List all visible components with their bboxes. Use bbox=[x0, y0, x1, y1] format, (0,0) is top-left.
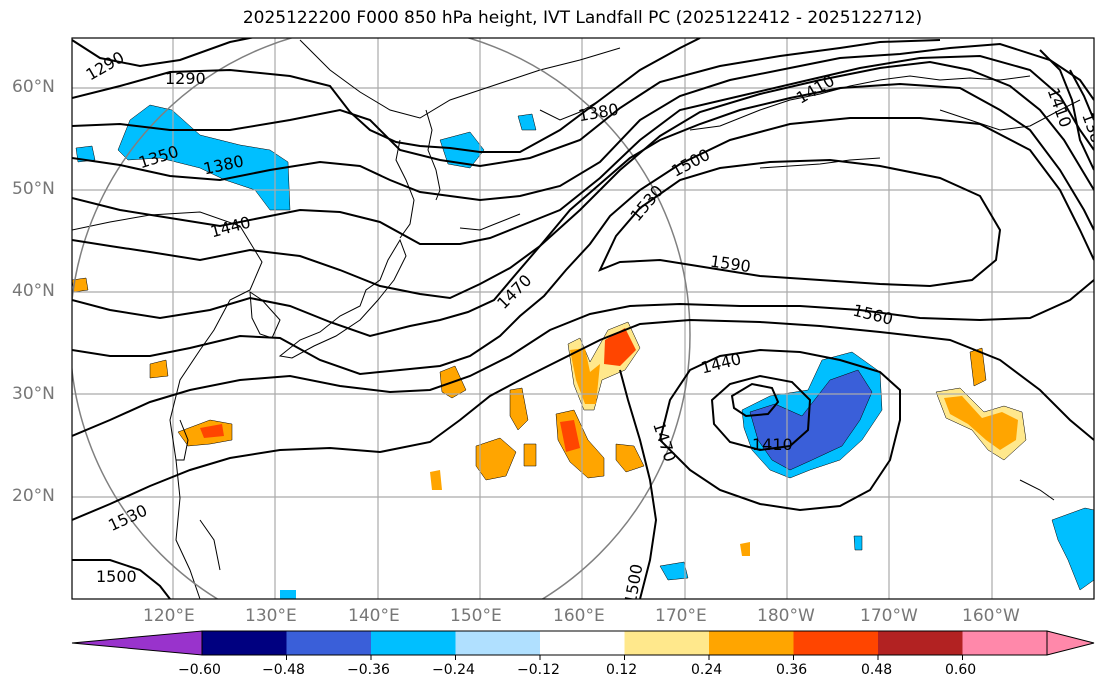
lat-label-20n: 20°N bbox=[12, 486, 55, 506]
ivt-positive-shading bbox=[72, 277, 1027, 556]
colorbar-tick: −0.36 bbox=[347, 662, 390, 678]
colorbar-extend-left bbox=[71, 630, 203, 656]
colorbar-segment bbox=[286, 631, 372, 655]
colorbar-tick: −0.60 bbox=[178, 662, 221, 678]
colorbar bbox=[71, 630, 1095, 660]
colorbar-segment bbox=[371, 631, 456, 655]
contour-label: 1410 bbox=[793, 71, 838, 108]
colorbar-segment bbox=[962, 631, 1048, 655]
colorbar-tick: 0.48 bbox=[861, 662, 893, 678]
contour-labels: 1290 1290 1350 1380 1380 1410 1410 1380 … bbox=[83, 48, 1094, 599]
colorbar-tick: −0.24 bbox=[432, 662, 475, 678]
contour-label: 1470 bbox=[649, 420, 680, 465]
colorbar-segment bbox=[202, 631, 287, 655]
contour-label: 1530 bbox=[105, 501, 150, 535]
colorbar-segment bbox=[878, 631, 963, 655]
contour-label: 1500 bbox=[668, 145, 713, 181]
lon-label-180w: 180°W bbox=[757, 606, 815, 626]
colorbar-tick: −0.48 bbox=[262, 662, 305, 678]
lat-label-50n: 50°N bbox=[12, 179, 55, 199]
contour-label: 1500 bbox=[96, 567, 137, 586]
contour-label: 1410 bbox=[1044, 85, 1076, 130]
lon-label-150e: 150°E bbox=[450, 606, 502, 626]
contour-label: 1380 bbox=[577, 100, 620, 126]
contour-label: 1590 bbox=[709, 252, 752, 276]
colorbar-extend-right bbox=[1046, 630, 1095, 656]
lat-label-60n: 60°N bbox=[12, 77, 55, 97]
coastlines bbox=[72, 39, 1081, 599]
lat-label-40n: 40°N bbox=[12, 281, 55, 301]
lon-label-140e: 140°E bbox=[348, 606, 400, 626]
lon-label-160w: 160°W bbox=[962, 606, 1020, 626]
lon-label-170e: 170°E bbox=[655, 606, 707, 626]
lon-label-170w: 170°W bbox=[860, 606, 918, 626]
colorbar-tick: 0.24 bbox=[691, 662, 723, 678]
ivt-negative-shading bbox=[75, 104, 1094, 599]
colorbar-tick: 0.12 bbox=[606, 662, 638, 678]
lat-lon-grid bbox=[72, 38, 1094, 599]
colorbar-segment bbox=[455, 631, 541, 655]
region-circle bbox=[72, 38, 691, 599]
contour-label: 1440 bbox=[699, 349, 743, 377]
contour-label: 1560 bbox=[851, 301, 895, 329]
colorbar-tick: 0.60 bbox=[945, 662, 977, 678]
contour-label: 1410 bbox=[752, 435, 793, 454]
contour-label: 1290 bbox=[165, 69, 206, 88]
map-title: 2025122200 F000 850 hPa height, IVT Land… bbox=[242, 8, 923, 28]
colorbar-segment bbox=[540, 631, 625, 655]
colorbar-segment bbox=[793, 631, 879, 655]
colorbar-segment bbox=[709, 631, 794, 655]
colorbar-segment bbox=[624, 631, 710, 655]
lat-label-30n: 30°N bbox=[12, 384, 55, 404]
colorbar-tick: 0.36 bbox=[776, 662, 808, 678]
contour-label: 1290 bbox=[83, 48, 128, 85]
map-frame bbox=[71, 37, 1095, 600]
lon-label-120e: 120°E bbox=[143, 606, 195, 626]
lon-label-130e: 130°E bbox=[245, 606, 297, 626]
height-contours bbox=[72, 38, 1094, 599]
lon-label-160e: 160°E bbox=[553, 606, 605, 626]
colorbar-tick: −0.12 bbox=[517, 662, 560, 678]
